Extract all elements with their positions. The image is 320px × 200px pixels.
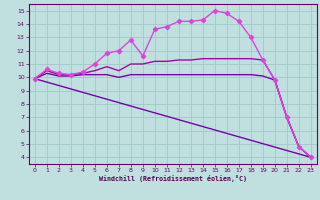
X-axis label: Windchill (Refroidissement éolien,°C): Windchill (Refroidissement éolien,°C) bbox=[99, 175, 247, 182]
